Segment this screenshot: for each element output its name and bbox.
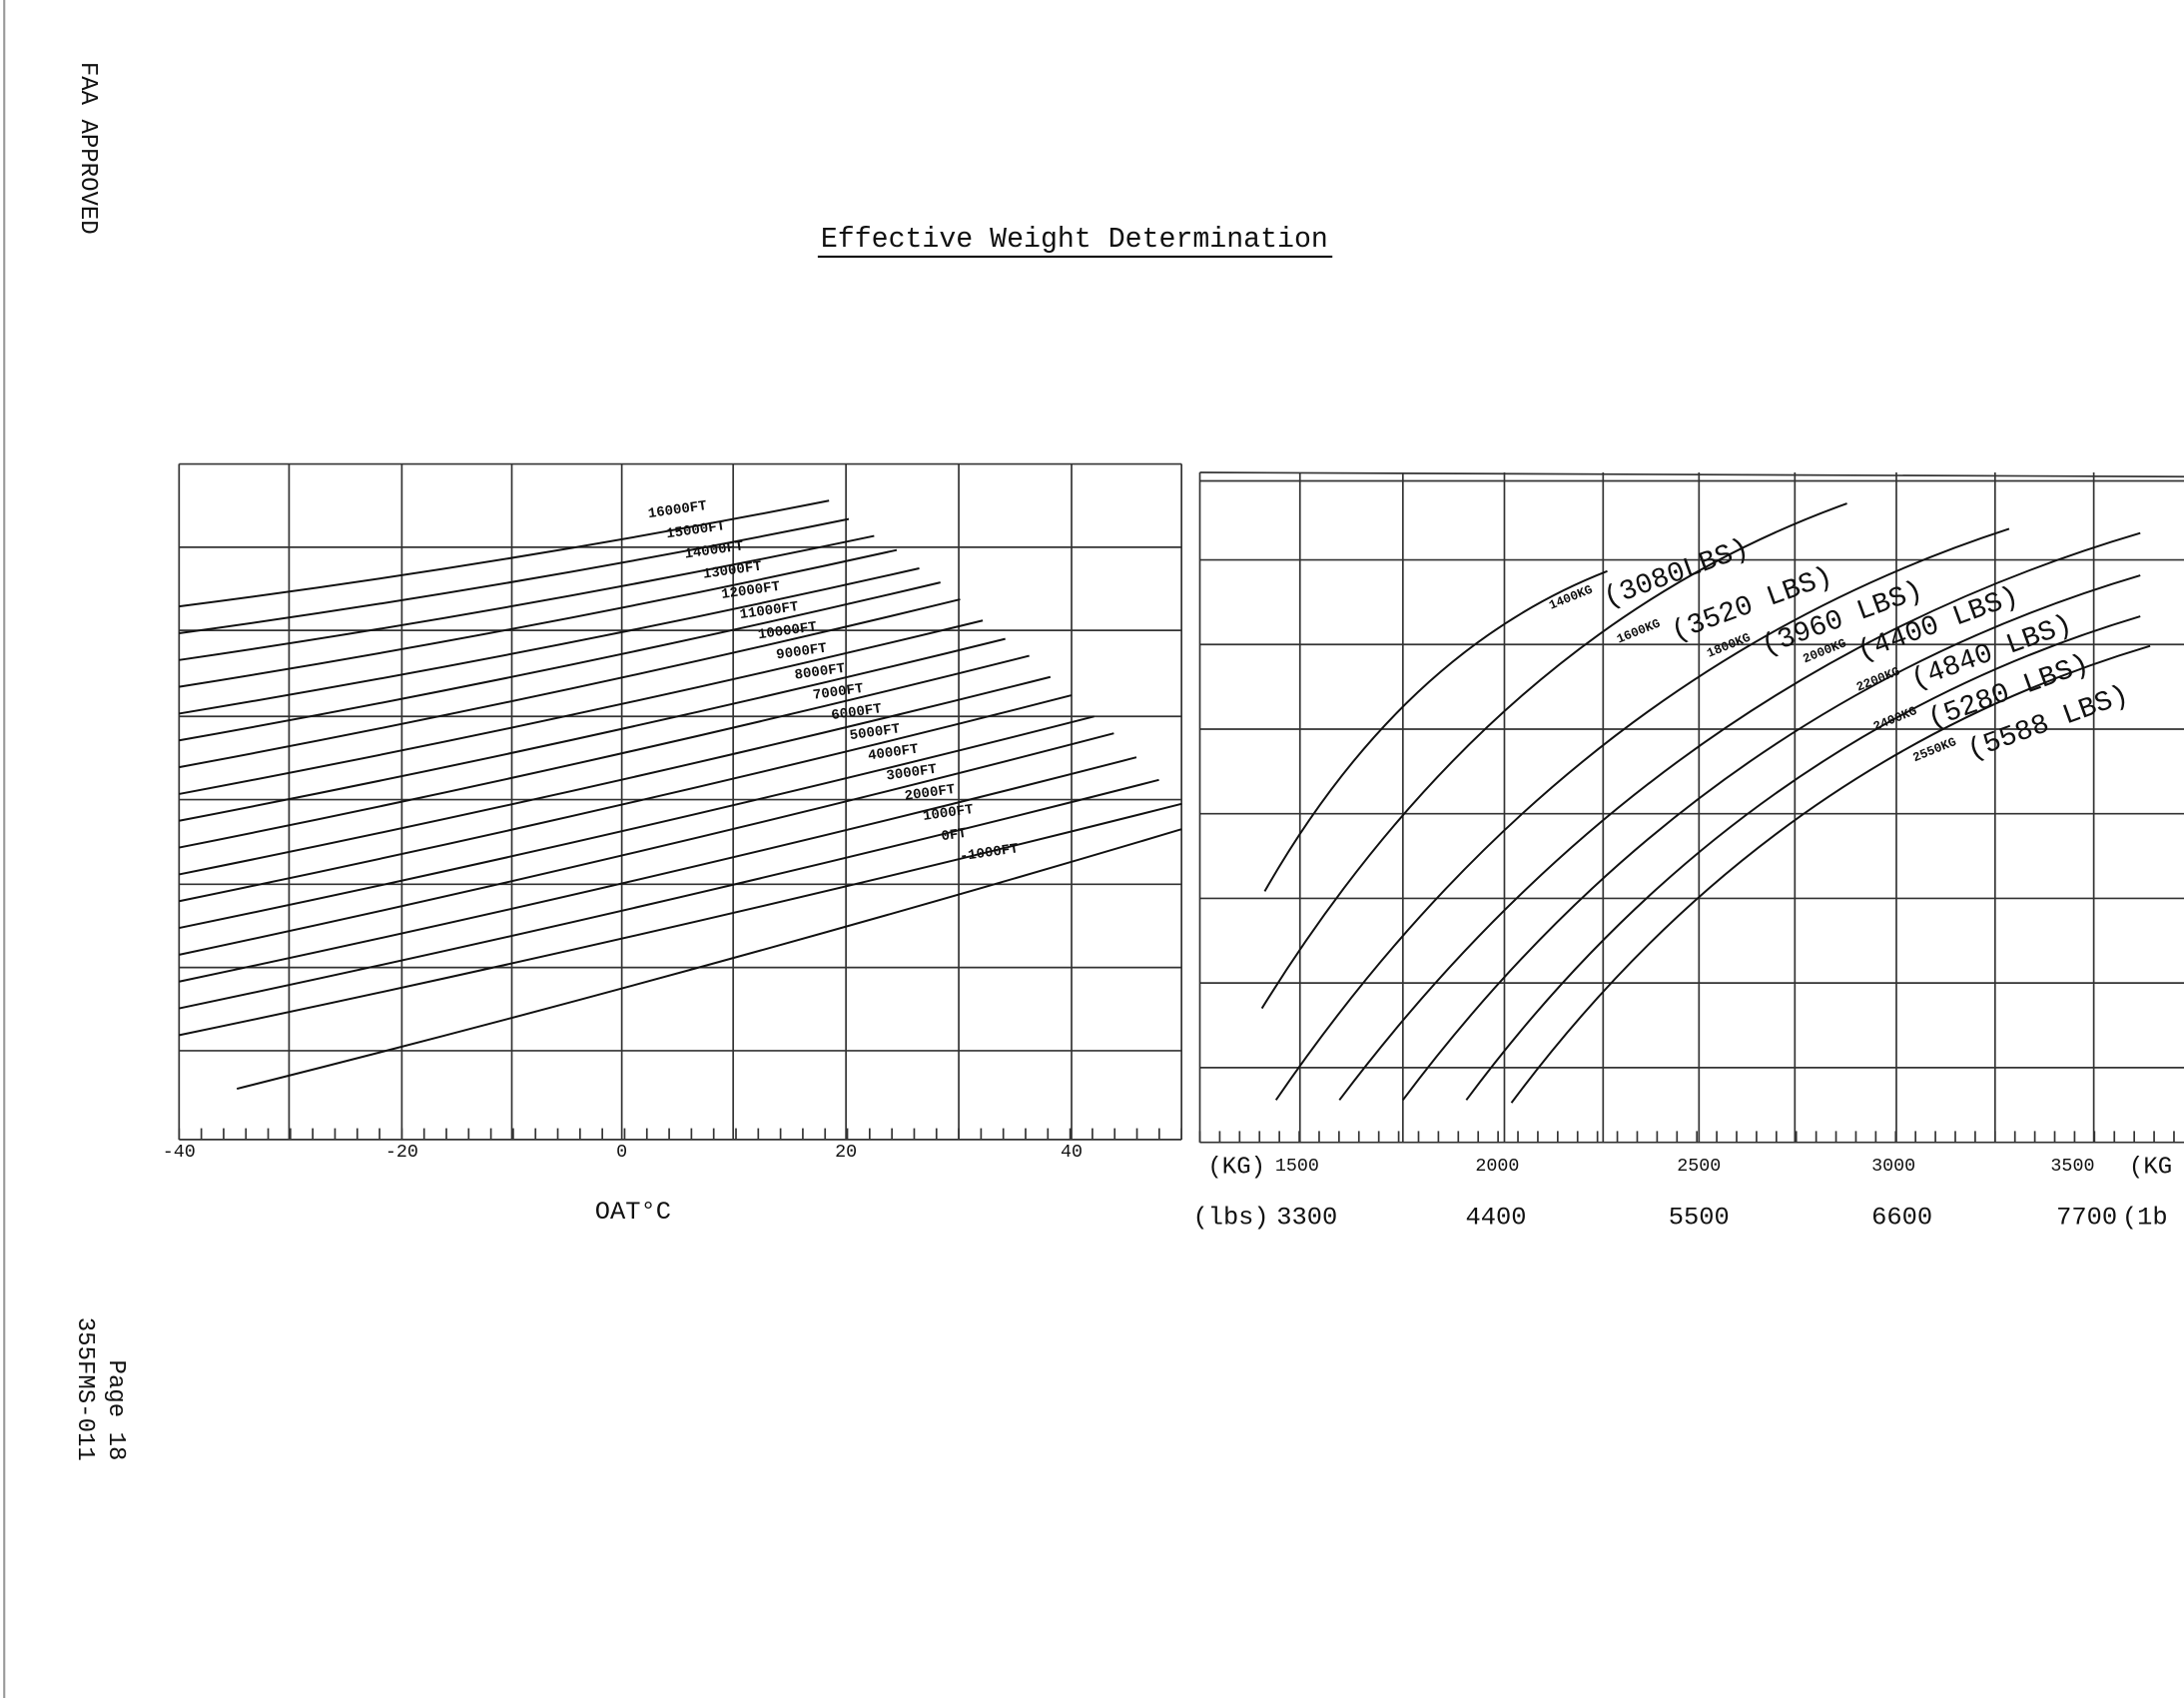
doc-number: 355FMS-011	[71, 1317, 98, 1461]
weight-curve	[1260, 502, 1847, 1010]
altitude-curve	[179, 598, 961, 769]
weight-kg-label: 1600KG	[1615, 616, 1663, 647]
altitude-label: 12000FT	[720, 579, 781, 603]
lbs-tick-label: 6600	[1871, 1204, 1932, 1233]
altitude-curve	[179, 517, 850, 634]
altitude-label: 11000FT	[739, 599, 800, 623]
x-tick-label: -40	[163, 1142, 196, 1163]
weight-curve	[1338, 531, 2141, 1101]
altitude-curve	[179, 637, 1006, 822]
altitude-curve	[179, 675, 1052, 876]
lbs-tick-label: 3300	[1276, 1204, 1337, 1233]
lbs-unit: (lbs)	[1192, 1204, 1268, 1233]
lbs-tick-label: 5500	[1669, 1204, 1730, 1233]
weight-curve	[1465, 615, 2141, 1101]
altitude-label: 14000FT	[684, 538, 745, 562]
altitude-curve	[179, 534, 875, 661]
altitude-label: 7000FT	[812, 681, 865, 704]
x-axis-title: OAT°C	[595, 1198, 671, 1227]
lbs-tick-label: 4400	[1466, 1204, 1527, 1233]
altitude-label: 3000FT	[886, 762, 939, 785]
altitude-label: 8000FT	[794, 661, 847, 684]
title: Effective Weight Determination	[821, 224, 1328, 256]
altitude-curve	[236, 828, 1182, 1090]
altitude-curve	[179, 756, 1137, 983]
weight-kg-label: 2200KG	[1854, 664, 1902, 695]
grid-line	[1199, 471, 2184, 478]
altitude-curve	[179, 732, 1114, 956]
altitude-label: 9000FT	[775, 640, 828, 663]
page-number: Page 18	[102, 1360, 129, 1461]
lbs-tick-label: 7700	[2056, 1204, 2117, 1233]
weight-curve	[1274, 527, 2010, 1101]
altitude-label: 0FT	[941, 826, 969, 845]
altitude-label: 6000FT	[830, 701, 883, 724]
kg-tick-label: 2500	[1677, 1156, 1721, 1177]
weight-curve	[1510, 644, 2151, 1104]
altitude-label: 16000FT	[647, 498, 708, 522]
altitude-curve	[179, 654, 1030, 849]
weight-curve	[1263, 569, 1608, 892]
altitude-label: 15000FT	[665, 518, 726, 542]
altitude-curve	[179, 802, 1182, 1037]
altitude-label: 4000FT	[867, 741, 920, 764]
altitude-curve	[179, 581, 941, 742]
altitude-label: 2000FT	[904, 782, 957, 805]
lbs-unit-end: (1b	[2122, 1204, 2168, 1233]
weight-curve	[1402, 574, 2141, 1101]
weight-kg-label: 2550KG	[1910, 734, 1958, 765]
altitude-label: -1000FT	[959, 841, 1020, 865]
x-tick-label: 40	[1061, 1142, 1083, 1163]
altitude-curve	[179, 778, 1159, 1010]
altitude-curve	[179, 548, 898, 688]
x-tick-label: -20	[385, 1142, 418, 1163]
kg-unit: (KG)	[1207, 1155, 1265, 1182]
kg-unit-end: (KG	[2129, 1155, 2172, 1182]
altitude-label: 1000FT	[922, 802, 975, 825]
altitude-curve	[179, 619, 984, 795]
altitude-curve	[179, 694, 1073, 903]
altitude-curve	[179, 715, 1094, 930]
altitude-label: 5000FT	[849, 721, 902, 744]
altitude-curve	[179, 499, 830, 608]
kg-tick-label: 1500	[1275, 1156, 1319, 1177]
kg-tick-label: 2000	[1475, 1156, 1519, 1177]
kg-tick-label: 3000	[1871, 1156, 1915, 1177]
x-tick-label: 20	[835, 1142, 857, 1163]
kg-tick-label: 3500	[2050, 1156, 2094, 1177]
x-tick-label: 0	[616, 1142, 627, 1163]
side-label: FAA APPROVED	[74, 62, 101, 235]
altitude-curve	[179, 567, 920, 715]
